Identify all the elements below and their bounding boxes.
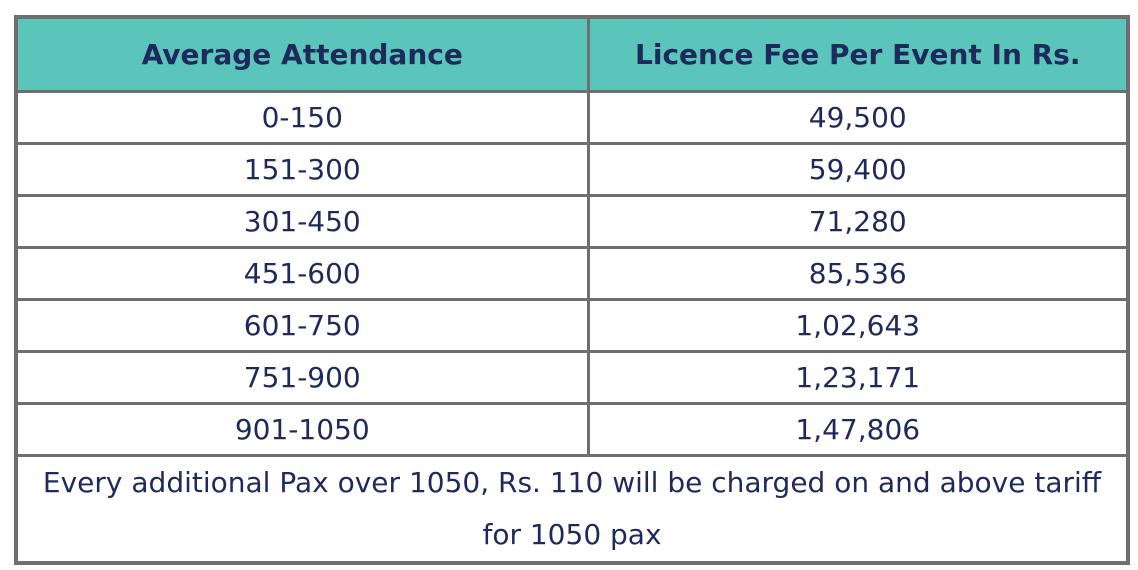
table-header-row: Average Attendance Licence Fee Per Event…	[16, 17, 1128, 93]
footer-note-row: Every additional Pax over 1050, Rs. 110 …	[16, 456, 1128, 564]
attendance-cell: 751-900	[16, 351, 590, 405]
fee-cell: 1,47,806	[588, 403, 1128, 457]
header-average-attendance: Average Attendance	[16, 17, 590, 93]
table-row: 451-600 85,536	[16, 247, 1128, 301]
licence-fee-table: Average Attendance Licence Fee Per Event…	[14, 15, 1130, 565]
table-row: 601-750 1,02,643	[16, 299, 1128, 353]
footer-note: Every additional Pax over 1050, Rs. 110 …	[42, 466, 1102, 551]
fee-cell: 1,02,643	[588, 299, 1128, 353]
header-licence-fee: Licence Fee Per Event In Rs.	[588, 17, 1128, 93]
table-row: 301-450 71,280	[16, 195, 1128, 249]
fee-cell: 85,536	[588, 247, 1128, 301]
table-row: 901-1050 1,47,806	[16, 403, 1128, 457]
attendance-cell: 601-750	[16, 299, 590, 353]
attendance-cell: 451-600	[16, 247, 590, 301]
table-row: 0-150 49,500	[16, 91, 1128, 145]
table-row: 151-300 59,400	[16, 143, 1128, 197]
attendance-cell: 0-150	[16, 91, 590, 145]
fee-cell: 49,500	[588, 91, 1128, 145]
fee-cell: 71,280	[588, 195, 1128, 249]
attendance-cell: 301-450	[16, 195, 590, 249]
fee-cell: 1,23,171	[588, 351, 1128, 405]
attendance-cell: 901-1050	[16, 403, 590, 457]
table-row: 751-900 1,23,171	[16, 351, 1128, 405]
attendance-cell: 151-300	[16, 143, 590, 197]
fee-cell: 59,400	[588, 143, 1128, 197]
